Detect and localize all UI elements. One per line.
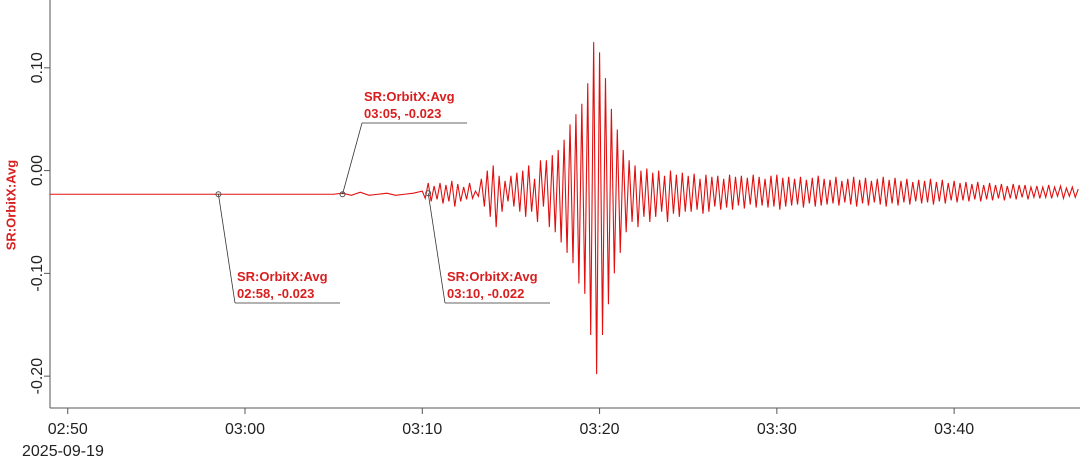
y-tick-label: 0.00 <box>29 155 46 186</box>
annotation-leader <box>218 194 236 304</box>
date-label: 2025-09-19 <box>22 443 104 459</box>
annotation-label: SR:OrbitX:Avg <box>447 269 538 284</box>
x-tick-label: 03:20 <box>580 421 620 438</box>
annotation-text: 03:10, -0.022 <box>447 286 524 301</box>
annotation-point <box>425 190 432 197</box>
annotation-text: 02:58, -0.023 <box>237 286 314 301</box>
x-tick-label: 03:40 <box>934 421 974 438</box>
x-tick-label: 03:00 <box>225 421 265 438</box>
annotation-text: 03:05, -0.023 <box>364 106 441 121</box>
y-tick-label: 0.10 <box>29 52 46 83</box>
x-tick-label: 03:10 <box>402 421 442 438</box>
annotation-point <box>215 191 222 198</box>
annotation-leader <box>342 122 363 195</box>
annotation-label: SR:OrbitX:Avg <box>364 89 455 104</box>
annotation-label: SR:OrbitX:Avg <box>237 269 328 284</box>
y-axis-title: SR:OrbitX:Avg <box>3 160 18 251</box>
x-tick-label: 03:30 <box>757 421 797 438</box>
x-tick-label: 02:50 <box>48 421 88 438</box>
y-tick-label: -0.10 <box>29 255 46 292</box>
annotation-leader <box>427 193 446 304</box>
series-line <box>50 42 1079 375</box>
annotation-point <box>339 191 346 198</box>
y-tick-label: -0.20 <box>29 358 46 395</box>
